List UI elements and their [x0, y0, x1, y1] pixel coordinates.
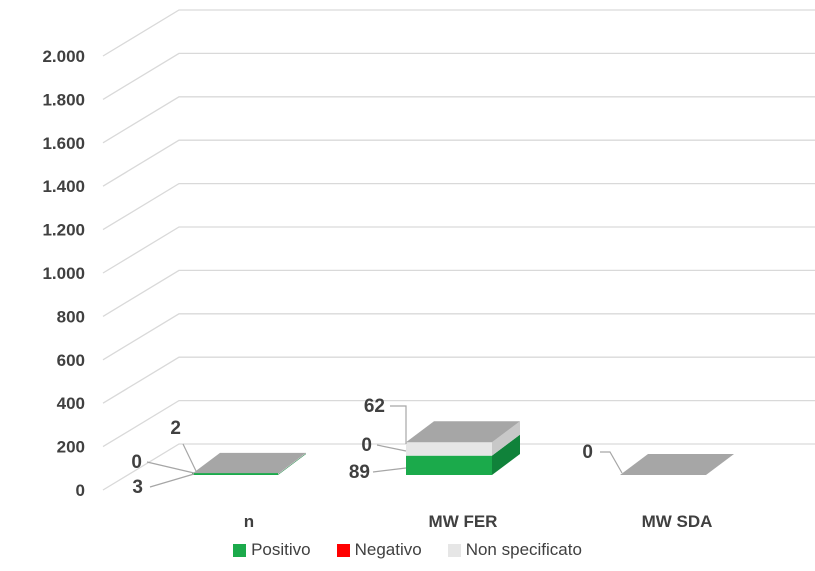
- y-tick-label: 2.000: [42, 47, 85, 66]
- legend: Positivo Negativo Non specificato: [0, 540, 815, 560]
- data-label: 3: [132, 477, 143, 498]
- y-tick-label: 600: [57, 351, 85, 370]
- y-tick-label: 1.000: [42, 264, 85, 283]
- legend-label-non-specificato: Non specificato: [466, 540, 582, 560]
- y-tick-label: 400: [57, 394, 85, 413]
- gridline: [103, 10, 815, 56]
- legend-label-positivo: Positivo: [251, 540, 311, 560]
- gridline: [103, 53, 815, 99]
- data-label-leader: [377, 445, 406, 451]
- bar-segment-front: [406, 456, 492, 475]
- legend-swatch-negativo: [337, 544, 350, 557]
- bar-top-face: [192, 453, 306, 474]
- gridline: [103, 357, 815, 403]
- y-tick-label: 200: [57, 438, 85, 457]
- legend-swatch-non-specificato: [448, 544, 461, 557]
- y-tick-label: 1.200: [42, 221, 85, 240]
- bar-segment-front: [406, 442, 492, 455]
- legend-swatch-positivo: [233, 544, 246, 557]
- data-label: 0: [582, 442, 593, 463]
- legend-label-negativo: Negativo: [355, 540, 422, 560]
- y-tick-label: 1.400: [42, 177, 85, 196]
- data-label: 2: [170, 418, 181, 439]
- data-label-leader: [183, 444, 196, 471]
- data-label: 0: [361, 435, 372, 456]
- gridline: [103, 140, 815, 186]
- data-label-leader: [390, 406, 406, 444]
- gridline: [103, 227, 815, 273]
- data-label-leader: [600, 452, 622, 473]
- data-label-leader: [150, 474, 194, 487]
- data-label: 89: [349, 462, 370, 483]
- x-tick-label: MW FER: [429, 512, 498, 531]
- data-label-leader: [147, 462, 194, 473]
- x-tick-label: MW SDA: [642, 512, 713, 531]
- x-tick-label: n: [244, 512, 254, 531]
- data-label-leader: [373, 468, 406, 472]
- y-tick-label: 800: [57, 307, 85, 326]
- bar-top-face: [620, 454, 734, 475]
- y-tick-label: 1.600: [42, 134, 85, 153]
- data-label: 0: [131, 452, 142, 473]
- legend-item-non-specificato: Non specificato: [448, 540, 582, 560]
- legend-item-positivo: Positivo: [233, 540, 311, 560]
- legend-item-negativo: Negativo: [337, 540, 422, 560]
- gridline: [103, 270, 815, 316]
- gridline: [103, 184, 815, 230]
- data-label: 62: [364, 396, 385, 417]
- y-tick-label: 0: [76, 481, 85, 500]
- gridline: [103, 314, 815, 360]
- gridline: [103, 97, 815, 143]
- y-tick-label: 1.800: [42, 90, 85, 109]
